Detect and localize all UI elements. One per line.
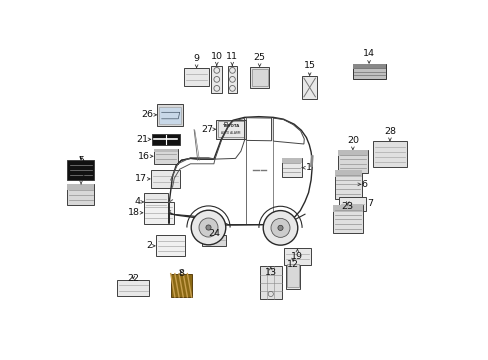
- Bar: [117, 280, 149, 296]
- Text: 27: 27: [201, 125, 212, 134]
- Bar: [332, 205, 362, 233]
- Text: 8: 8: [178, 269, 184, 278]
- Bar: [302, 76, 317, 99]
- Bar: [284, 248, 310, 265]
- Text: 6: 6: [361, 180, 367, 189]
- Text: 24: 24: [208, 229, 220, 238]
- Bar: [67, 184, 94, 205]
- Text: 22: 22: [127, 274, 139, 283]
- Bar: [373, 141, 406, 167]
- Text: 19: 19: [291, 252, 303, 261]
- Bar: [337, 150, 367, 156]
- Bar: [281, 158, 301, 177]
- Bar: [151, 134, 179, 145]
- Bar: [227, 66, 237, 93]
- Bar: [144, 193, 167, 211]
- Bar: [159, 107, 181, 124]
- Bar: [143, 202, 174, 224]
- Text: 10: 10: [210, 52, 223, 61]
- Bar: [352, 64, 385, 69]
- Text: 9: 9: [193, 54, 199, 63]
- Bar: [250, 67, 268, 88]
- Bar: [338, 197, 365, 211]
- Text: 2: 2: [146, 241, 152, 251]
- Text: 17: 17: [135, 174, 147, 183]
- Text: 28: 28: [383, 127, 395, 136]
- Bar: [251, 69, 267, 86]
- Text: 23: 23: [341, 202, 353, 211]
- Text: 3: 3: [78, 171, 84, 180]
- Bar: [170, 274, 191, 297]
- Bar: [334, 170, 361, 177]
- Text: 18: 18: [128, 208, 140, 217]
- Text: 5: 5: [78, 156, 84, 165]
- Bar: [260, 266, 281, 299]
- Bar: [216, 120, 245, 139]
- Text: TOYOTA: TOYOTA: [222, 125, 239, 129]
- Circle shape: [191, 210, 225, 245]
- Bar: [151, 170, 179, 188]
- Text: 7: 7: [366, 199, 372, 208]
- Bar: [337, 150, 367, 173]
- Text: 14: 14: [362, 49, 374, 58]
- Text: 21: 21: [136, 135, 148, 144]
- Circle shape: [199, 218, 218, 237]
- Bar: [153, 149, 178, 152]
- Bar: [285, 262, 300, 289]
- Bar: [352, 64, 385, 79]
- Text: 16: 16: [138, 152, 150, 161]
- Circle shape: [277, 225, 283, 230]
- Bar: [281, 158, 301, 163]
- Bar: [218, 121, 244, 137]
- Bar: [67, 160, 94, 180]
- Text: 26: 26: [142, 110, 153, 119]
- Bar: [67, 184, 94, 189]
- Text: 12: 12: [286, 260, 299, 269]
- Text: AUTO ALARM: AUTO ALARM: [221, 131, 241, 135]
- Circle shape: [270, 219, 289, 237]
- Bar: [157, 104, 182, 126]
- Bar: [184, 68, 208, 86]
- Bar: [202, 235, 226, 246]
- Bar: [332, 205, 362, 212]
- Bar: [287, 264, 298, 287]
- Bar: [334, 170, 361, 199]
- Text: 4: 4: [135, 197, 141, 207]
- Text: 11: 11: [226, 52, 238, 61]
- Text: 25: 25: [253, 53, 265, 62]
- Text: 13: 13: [264, 268, 276, 277]
- Circle shape: [205, 225, 211, 230]
- Bar: [156, 235, 185, 256]
- Text: 15: 15: [303, 61, 315, 70]
- Text: 20: 20: [346, 136, 358, 145]
- Text: 1: 1: [306, 163, 312, 172]
- Bar: [153, 149, 178, 164]
- Bar: [211, 66, 222, 93]
- Circle shape: [263, 211, 297, 245]
